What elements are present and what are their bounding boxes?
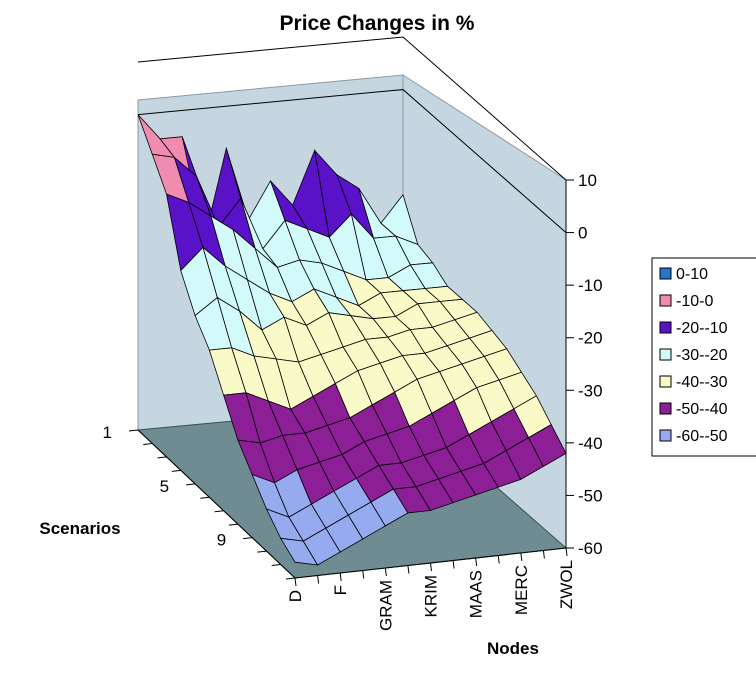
node-axis: D F GRAM KRIM MAAS MERC ZWOL	[286, 547, 576, 631]
z-tick-label: -50	[578, 486, 603, 505]
z-tick-label: -40	[578, 434, 603, 453]
node-tick-label: F	[331, 585, 350, 595]
scenario-tick-mark	[271, 564, 281, 567]
node-tick-mark	[497, 555, 500, 564]
legend-label: -20--10	[676, 320, 728, 337]
node-tick-mark	[384, 567, 387, 577]
node-tick-label: GRAM	[376, 580, 395, 631]
scenario-tick-mark	[186, 483, 196, 486]
gridline-top	[137, 36, 567, 181]
scenario-tick-mark	[214, 510, 224, 513]
scenario-tick-mark	[157, 456, 167, 459]
node-tick-label: MAAS	[467, 570, 486, 618]
legend-swatch	[659, 267, 672, 280]
legend-label: 0-10	[676, 266, 708, 283]
scenario-tick-mark	[143, 442, 153, 445]
node-tick-label: ZWOL	[557, 560, 576, 609]
node-tick-mark	[542, 550, 545, 559]
scenario-tick-label: 1	[103, 423, 112, 442]
legend-swatch	[659, 294, 672, 307]
scenario-tick-mark	[257, 550, 267, 553]
z-tick-label: -20	[578, 329, 603, 348]
scenario-tick-mark	[285, 577, 296, 580]
legend-label: -60--50	[676, 428, 728, 445]
legend-swatch	[659, 402, 672, 415]
z-tick-label: -10	[578, 276, 603, 295]
node-axis-title: Nodes	[487, 639, 539, 658]
scenario-tick-mark	[228, 523, 238, 526]
legend-label: -50--40	[676, 401, 728, 418]
legend-swatch	[659, 375, 672, 388]
scenario-tick-mark	[171, 469, 181, 472]
scenario-tick-label: 9	[217, 531, 226, 550]
node-tick-mark	[565, 547, 568, 557]
node-tick-mark	[317, 575, 320, 584]
legend-label: -30--20	[676, 347, 728, 364]
node-tick-label: D	[286, 590, 305, 602]
scenario-tick-mark	[200, 496, 210, 499]
legend-label: -10-0	[676, 293, 713, 310]
node-tick-mark	[362, 570, 365, 579]
node-tick-mark	[294, 577, 297, 587]
node-tick-label: MERC	[512, 565, 531, 615]
z-axis: 10 0 -10 -20 -30 -40 -50 -60	[565, 171, 603, 558]
legend-label: -40--30	[676, 374, 728, 391]
legend-swatch	[659, 429, 672, 442]
legend-swatch	[659, 321, 672, 334]
node-tick-mark	[475, 557, 478, 567]
z-tick-label: -30	[578, 381, 603, 400]
scenario-tick-mark	[243, 537, 253, 540]
node-tick-mark	[407, 565, 410, 574]
scenario-axis-line	[137, 429, 296, 579]
node-tick-label: KRIM	[422, 575, 441, 618]
node-tick-mark	[339, 572, 342, 582]
legend-swatch	[659, 348, 672, 361]
z-tick-label: 10	[578, 171, 597, 190]
z-tick-label: 0	[578, 224, 587, 243]
node-tick-mark	[430, 562, 432, 572]
surface-mesh	[137, 114, 567, 566]
gridlines	[137, 36, 567, 233]
gridline-zero	[137, 89, 567, 233]
scenario-axis: 1 5 9	[103, 423, 296, 580]
scenario-tick-mark	[128, 429, 139, 432]
chart-title: Price Changes in %	[280, 12, 475, 35]
node-tick-mark	[520, 552, 523, 562]
scenario-tick-label: 5	[160, 477, 169, 496]
z-tick-label: -60	[578, 539, 603, 558]
node-tick-mark	[452, 560, 455, 569]
legend: 0-10 -10-0 -20--10 -30--20 -40--30 -50--40 -60…	[651, 257, 756, 457]
scenario-axis-title: Scenarios	[39, 519, 120, 538]
